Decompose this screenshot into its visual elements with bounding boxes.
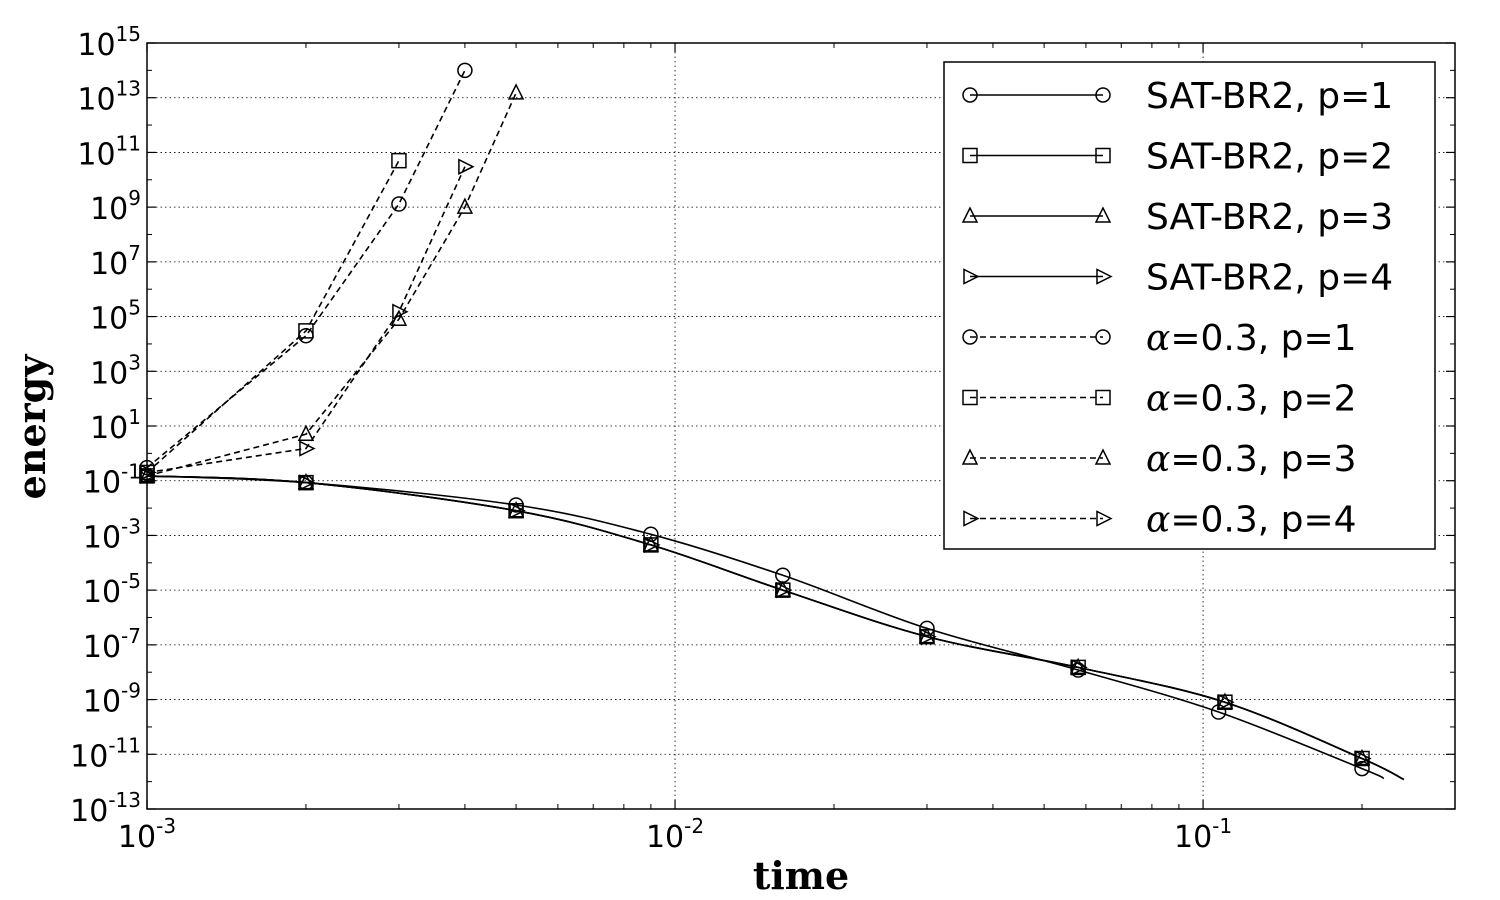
- data-point-marker: [299, 440, 316, 457]
- series-line: [146, 92, 517, 477]
- tick-layer: 10-3 10-2 10-1 1015 1013 1011 109 107 105 103 101 1…: [70, 22, 1455, 855]
- legend-label: α=0.3, p=4: [1146, 500, 1357, 541]
- y-tick-label: 1013: [77, 77, 141, 118]
- legend-entry: α=0.3, p=1: [962, 318, 1357, 359]
- y-tick-label: 107: [90, 241, 141, 282]
- y-axis-title: energy: [9, 354, 54, 500]
- y-tick-label: 10-7: [83, 624, 141, 665]
- legend-label: α=0.3, p=3: [1146, 439, 1357, 480]
- series-4: [140, 467, 1405, 781]
- x-tick-label: 10-1: [1174, 814, 1232, 855]
- data-point-marker: [1218, 694, 1235, 711]
- legend-label: SAT-BR2, p=2: [1146, 137, 1393, 178]
- legend-label: SAT-BR2, p=1: [1146, 76, 1393, 117]
- data-point-marker: [507, 83, 525, 100]
- legend-marker: [1096, 268, 1113, 285]
- series-line: [146, 160, 400, 474]
- x-tick-label: 10-3: [118, 814, 176, 855]
- legend-label: α=0.3, p=1: [1146, 318, 1357, 359]
- data-point-marker: [297, 424, 315, 441]
- legend-entry: SAT-BR2, p=3: [961, 197, 1393, 238]
- legend-marker: [1094, 206, 1112, 223]
- data-point-marker: [644, 536, 661, 554]
- x-tick-label: 10-2: [646, 814, 704, 855]
- y-tick-label: 109: [90, 186, 141, 227]
- series-line: [146, 166, 466, 474]
- legend-marker: [1096, 510, 1113, 527]
- legend-marker: [962, 87, 978, 103]
- series-8: [140, 158, 475, 481]
- data-point-marker: [458, 158, 475, 175]
- legend-label: SAT-BR2, p=4: [1146, 258, 1393, 299]
- y-tick-label: 101: [90, 405, 141, 446]
- legend-marker: [963, 510, 980, 527]
- series-line: [146, 475, 1385, 780]
- data-point-marker: [140, 467, 157, 485]
- legend-marker: [963, 268, 980, 285]
- data-point-marker: [776, 581, 793, 599]
- data-point-marker: [298, 323, 314, 339]
- legend-label: α=0.3, p=2: [1146, 379, 1357, 420]
- legend-entry: SAT-BR2, p=4: [963, 258, 1393, 299]
- y-tick-label: 10-3: [83, 514, 141, 555]
- series-line: [146, 70, 466, 469]
- series-7: [138, 83, 525, 483]
- data-point-marker: [392, 303, 409, 320]
- legend-marker: [962, 389, 978, 406]
- y-tick-label: 10-1: [83, 460, 141, 501]
- data-point-marker: [1071, 659, 1088, 676]
- y-tick-label: 1015: [77, 22, 141, 63]
- legend-entry: α=0.3, p=2: [962, 379, 1357, 420]
- data-point-marker: [919, 620, 935, 637]
- data-point-marker: [391, 196, 407, 212]
- y-tick-label: 10-9: [83, 679, 141, 720]
- legend-marker: [961, 206, 979, 223]
- data-point-marker: [509, 502, 526, 519]
- data-point-marker: [456, 197, 474, 214]
- legend-marker: [1095, 389, 1111, 406]
- data-point-marker: [1354, 760, 1370, 777]
- data-point-marker: [457, 62, 473, 79]
- legend-marker: [962, 329, 978, 345]
- data-point-marker: [1355, 750, 1372, 767]
- y-tick-label: 1011: [77, 131, 141, 172]
- series-5: [139, 62, 473, 476]
- data-point-marker: [391, 152, 407, 169]
- legend-marker: [1094, 448, 1112, 465]
- y-tick-label: 10-13: [70, 788, 141, 829]
- data-point-marker: [299, 474, 316, 491]
- y-tick-label: 105: [90, 296, 141, 337]
- series-line: [146, 475, 1405, 781]
- legend-marker: [1095, 147, 1111, 164]
- legend-marker: [1095, 87, 1111, 103]
- legend-entry: SAT-BR2, p=1: [962, 76, 1393, 117]
- data-point-marker: [920, 628, 937, 645]
- legend-marker: [962, 147, 978, 164]
- legend-entry: SAT-BR2, p=2: [962, 137, 1393, 178]
- x-axis-title: time: [753, 853, 849, 898]
- legend-box: [943, 61, 1436, 550]
- y-tick-label: 103: [90, 350, 141, 391]
- series-layer: [138, 62, 1405, 781]
- legend-label: SAT-BR2, p=3: [1146, 197, 1393, 238]
- legend-entry: α=0.3, p=4: [963, 500, 1357, 541]
- legend-marker: [961, 448, 979, 465]
- legend: SAT-BR2, p=1 SAT-BR2, p=2 SAT-BR2, p=3 SAT-…: [943, 61, 1436, 550]
- legend-marker: [1095, 329, 1111, 345]
- legend-entry: α=0.3, p=3: [961, 439, 1357, 480]
- y-tick-label: 10-5: [83, 569, 141, 610]
- y-tick-label: 10-11: [70, 733, 141, 774]
